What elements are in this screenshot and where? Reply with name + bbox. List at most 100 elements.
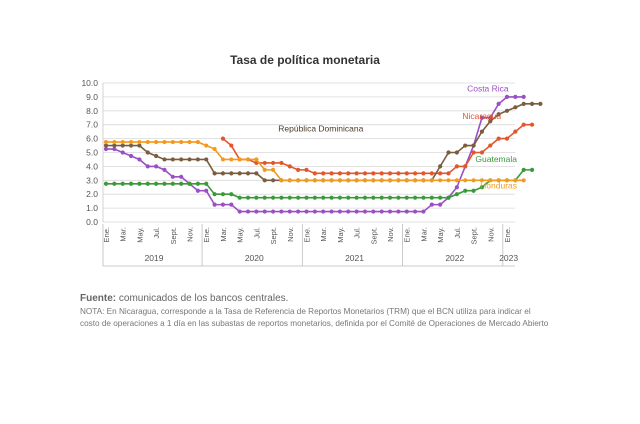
x-tick-label: May.	[135, 227, 144, 243]
data-point-costa-rica	[220, 202, 226, 207]
x-tick-label: Ene.	[102, 227, 111, 242]
x-tick-label: Sept.	[369, 227, 378, 245]
year-label: 2022	[445, 253, 464, 263]
data-point-nicaragua	[529, 122, 535, 127]
x-tick-label: May.	[336, 227, 345, 243]
y-tick-label: 2.0	[86, 189, 98, 199]
data-point-guatemala	[145, 181, 150, 186]
data-point-nicaragua	[396, 171, 401, 176]
data-point-costa-rica	[521, 94, 526, 99]
data-point-costa-rica	[229, 202, 234, 207]
data-point-guatemala	[438, 195, 443, 200]
data-point-honduras	[237, 157, 242, 162]
data-point-costa-rica	[387, 209, 393, 214]
data-point-guatemala	[321, 195, 326, 200]
data-point-nicaragua	[371, 171, 376, 176]
data-point-honduras	[220, 157, 226, 162]
data-point-nicaragua	[387, 171, 393, 176]
data-point-costa-rica	[354, 209, 359, 214]
data-point-costa-rica	[137, 157, 142, 162]
data-point-republica-dominicana	[187, 157, 192, 162]
data-point-honduras	[262, 167, 267, 172]
data-point-guatemala	[421, 195, 426, 200]
data-point-honduras	[346, 178, 351, 183]
y-axis-ticks: 0.0 1.0 2.0 3.0 4.0 5.0 6.0 7.0 8.0 9.0 10.0	[81, 78, 98, 227]
data-point-nicaragua	[488, 143, 493, 148]
data-point-honduras	[371, 178, 376, 183]
data-point-guatemala	[162, 181, 167, 186]
data-point-guatemala	[137, 181, 142, 186]
series-line-guatemala	[106, 169, 533, 199]
data-point-honduras	[312, 178, 317, 183]
data-point-costa-rica	[237, 209, 242, 214]
data-point-guatemala	[128, 181, 134, 186]
data-point-costa-rica	[204, 188, 209, 193]
data-point-honduras	[103, 139, 109, 145]
x-tick-label: Sept.	[269, 227, 278, 245]
data-point-republica-dominicana	[446, 150, 451, 155]
data-point-republica-dominicana	[237, 171, 242, 176]
data-point-costa-rica	[120, 150, 125, 155]
data-point-honduras	[387, 178, 393, 183]
data-point-costa-rica	[279, 209, 284, 214]
data-point-honduras	[229, 157, 234, 162]
data-point-honduras	[212, 146, 217, 152]
data-point-honduras	[270, 167, 276, 172]
data-point-republica-dominicana	[204, 157, 209, 162]
data-point-costa-rica	[396, 209, 401, 214]
x-tick-label: Nov.	[186, 227, 195, 242]
data-point-costa-rica	[296, 209, 301, 214]
data-point-republica-dominicana	[128, 143, 134, 148]
data-point-republica-dominicana	[220, 171, 226, 176]
year-label: 2021	[345, 253, 364, 263]
gridlines	[102, 82, 515, 223]
data-point-republica-dominicana	[120, 143, 125, 148]
data-point-nicaragua	[421, 171, 426, 176]
data-point-republica-dominicana	[195, 157, 200, 162]
data-point-guatemala	[354, 195, 359, 200]
data-point-costa-rica	[112, 146, 117, 152]
data-point-honduras	[296, 178, 301, 183]
data-point-guatemala	[112, 181, 117, 186]
y-tick-label: 6.0	[86, 134, 98, 144]
data-point-nicaragua	[446, 171, 451, 176]
data-point-honduras	[362, 178, 368, 183]
data-point-nicaragua	[521, 122, 526, 127]
data-point-republica-dominicana	[504, 108, 510, 113]
data-point-republica-dominicana	[488, 119, 493, 124]
source-line: Fuente: comunicados de los bancos centra…	[80, 293, 550, 304]
data-point-nicaragua	[346, 171, 351, 176]
data-point-nicaragua	[270, 160, 276, 166]
data-point-guatemala	[154, 181, 159, 186]
data-point-republica-dominicana	[179, 157, 184, 162]
year-label: 2019	[145, 253, 164, 263]
data-point-republica-dominicana	[145, 150, 150, 155]
note-text: NOTA: En Nicaragua, corresponde a la Tas…	[80, 307, 549, 328]
data-point-honduras	[112, 139, 117, 145]
x-tick-label: Jul.	[453, 227, 462, 239]
data-point-costa-rica	[145, 164, 150, 169]
data-point-guatemala	[521, 167, 526, 172]
data-point-nicaragua	[312, 171, 317, 176]
data-point-guatemala	[195, 181, 200, 186]
data-point-nicaragua	[404, 171, 409, 176]
data-point-costa-rica	[287, 209, 292, 214]
data-point-nicaragua	[279, 160, 284, 166]
data-point-honduras	[245, 157, 251, 162]
data-point-guatemala	[454, 192, 459, 197]
data-point-costa-rica	[412, 209, 418, 214]
data-point-republica-dominicana	[270, 178, 276, 183]
data-point-honduras	[513, 178, 518, 183]
data-point-guatemala	[103, 181, 109, 186]
data-point-guatemala	[404, 195, 409, 200]
x-tick-label: Nov.	[286, 227, 295, 242]
data-point-guatemala	[254, 195, 259, 200]
data-point-guatemala	[120, 181, 125, 186]
data-point-honduras	[279, 178, 284, 183]
data-point-nicaragua	[513, 129, 518, 134]
data-point-costa-rica	[379, 209, 384, 214]
data-point-costa-rica	[312, 209, 317, 214]
data-point-guatemala	[179, 181, 184, 186]
data-point-costa-rica	[179, 174, 184, 179]
data-point-honduras	[471, 178, 476, 183]
